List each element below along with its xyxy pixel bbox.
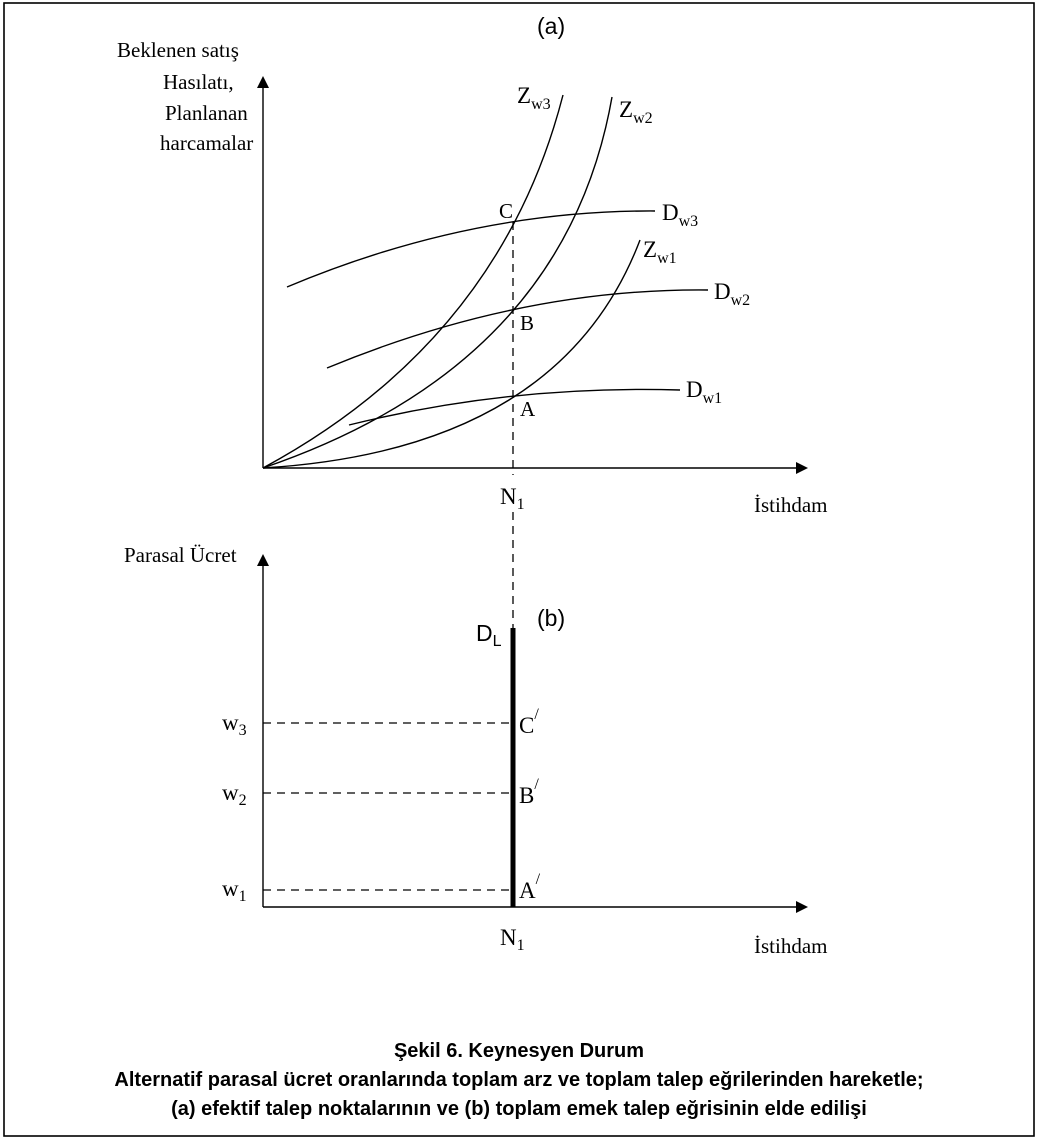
label-dw2: Dw2 bbox=[714, 279, 750, 309]
label-zw2: Zw2 bbox=[619, 97, 653, 127]
figure-caption: Şekil 6. Keynesyen Durum Alternatif para… bbox=[114, 1040, 923, 1120]
y-axis-label-line-3: Planlanan bbox=[165, 101, 248, 125]
caption-line-3: (a) efektif talep noktalarının ve (b) to… bbox=[171, 1098, 867, 1120]
panel-a-n1-label: N1 bbox=[500, 484, 525, 513]
figure-frame bbox=[3, 2, 1035, 1137]
point-c: C bbox=[499, 199, 513, 223]
point-b-prime: B/ bbox=[519, 776, 539, 808]
demand-curve-dw2 bbox=[326, 289, 709, 369]
point-a: A bbox=[520, 397, 536, 421]
label-dl: DL bbox=[476, 620, 502, 650]
panel-a-y-axis-label: Beklenen satış Hasılatı, Planlanan harca… bbox=[117, 38, 253, 155]
y-axis-label-line-1: Beklenen satış bbox=[117, 38, 239, 62]
supply-curve-zw3 bbox=[262, 94, 564, 469]
demand-curve-dw1 bbox=[348, 388, 681, 426]
supply-curve-zw2 bbox=[262, 96, 613, 469]
caption-line-2: Alternatif parasal ücret oranlarında top… bbox=[114, 1069, 923, 1091]
panel-a-tag: (a) bbox=[537, 13, 565, 39]
label-w3: w3 bbox=[222, 710, 247, 739]
point-b: B bbox=[520, 311, 534, 335]
label-zw3: Zw3 bbox=[517, 83, 551, 113]
point-c-prime: C/ bbox=[519, 706, 539, 738]
label-w2: w2 bbox=[222, 780, 247, 809]
panel-b: Parasal Ücret (b) DL w3 w2 w1 C/ B/ A/ N… bbox=[124, 543, 828, 958]
caption-line-1: Şekil 6. Keynesyen Durum bbox=[394, 1040, 644, 1062]
y-axis-label-line-4: harcamalar bbox=[160, 131, 253, 155]
label-dw1: Dw1 bbox=[686, 377, 722, 407]
panel-a: (a) Beklenen satış Hasılatı, Planlanan h… bbox=[117, 13, 828, 517]
panel-a-x-axis-label: İstihdam bbox=[754, 493, 828, 517]
y-axis-label-line-2: Hasılatı, bbox=[163, 70, 234, 94]
demand-curve-dw3 bbox=[286, 210, 656, 288]
point-a-prime: A/ bbox=[519, 871, 541, 903]
panel-b-tag: (b) bbox=[537, 605, 565, 631]
label-dw3: Dw3 bbox=[662, 200, 698, 230]
panel-b-y-axis-label: Parasal Ücret bbox=[124, 543, 237, 567]
panel-b-x-axis-label: İstihdam bbox=[754, 934, 828, 958]
label-w1: w1 bbox=[222, 876, 247, 905]
panel-b-n1-label: N1 bbox=[500, 925, 525, 954]
label-zw1: Zw1 bbox=[643, 237, 677, 267]
